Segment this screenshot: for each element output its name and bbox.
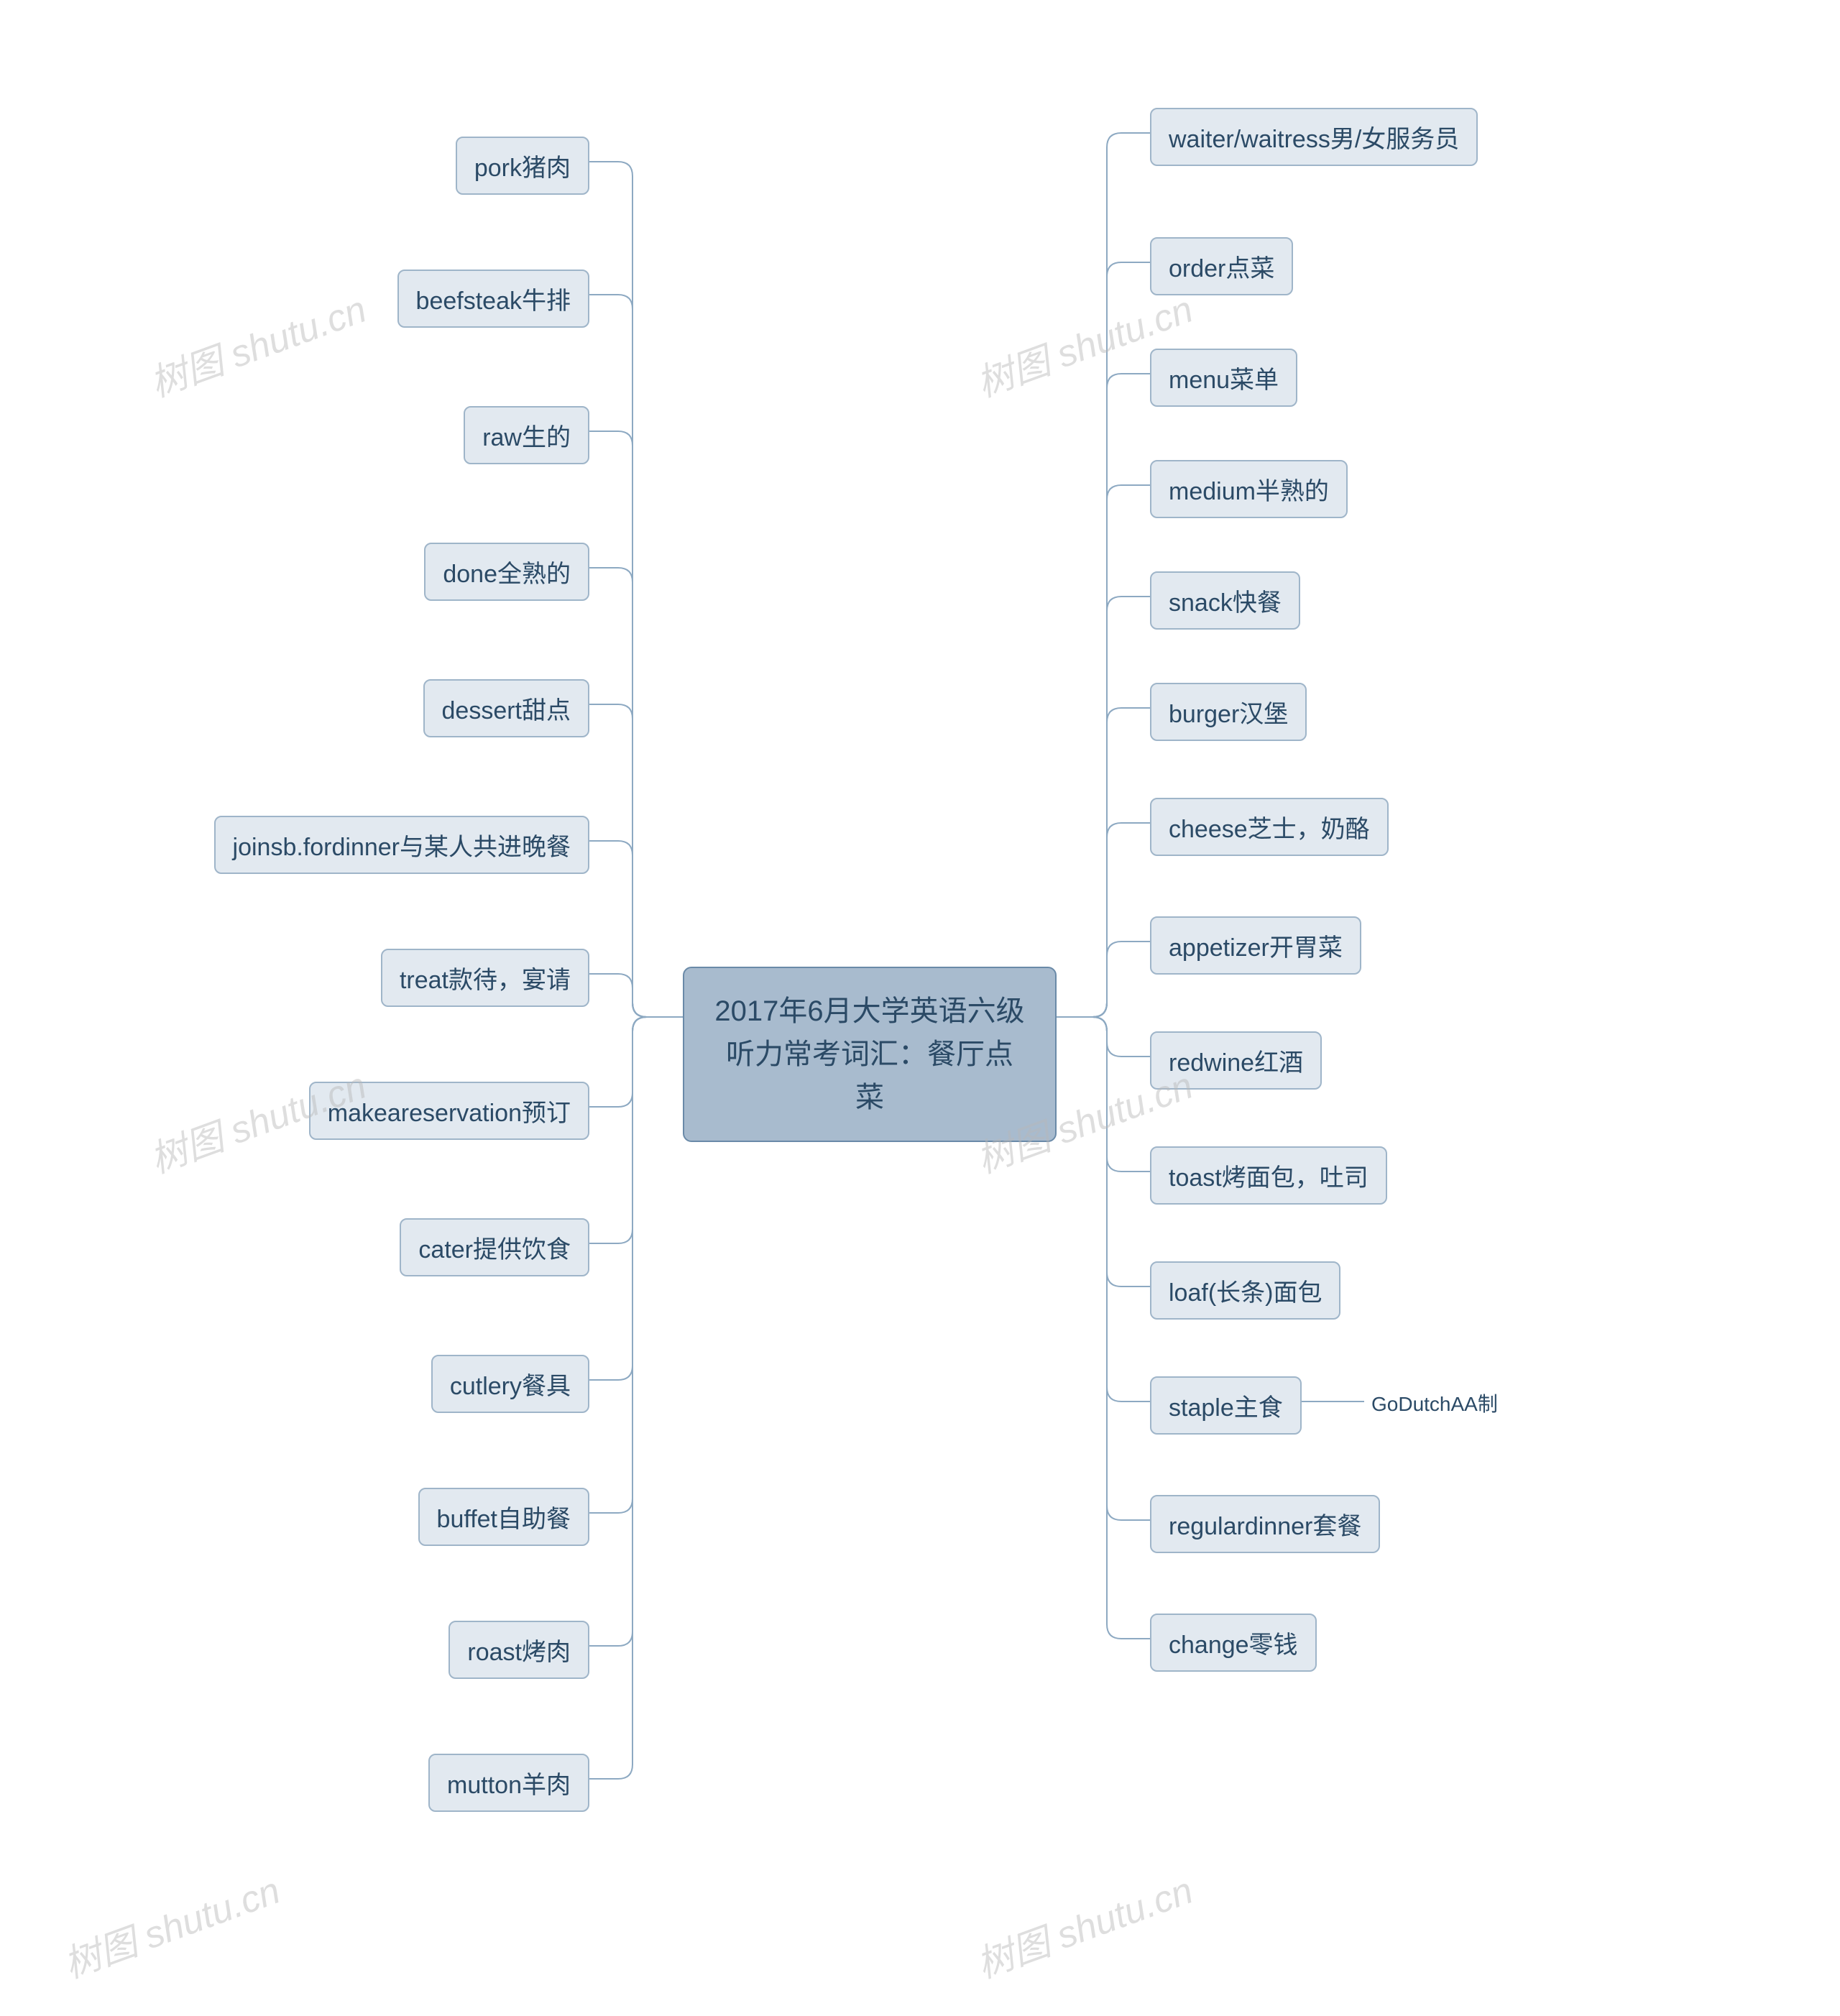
left-branch-node: dessert甜点 [423, 679, 590, 737]
right-branch-node: change零钱 [1150, 1614, 1317, 1672]
left-branch-node: done全熟的 [424, 543, 589, 601]
right-branch-node: order点菜 [1150, 237, 1293, 295]
left-branch-node: treat款待，宴请 [381, 949, 589, 1007]
right-branch-node: cheese芝士，奶酪 [1150, 798, 1389, 856]
root-text-line1: 2017年6月大学英语六级 [713, 990, 1026, 1033]
right-branch-node: medium半熟的 [1150, 460, 1348, 518]
watermark: 树图 shutu.cn [968, 1860, 1200, 1988]
watermark: 树图 shutu.cn [142, 279, 373, 407]
left-branch-node: raw生的 [464, 406, 589, 464]
left-branch-node: beefsteak牛排 [397, 270, 589, 328]
right-branch-node: redwine红酒 [1150, 1031, 1322, 1090]
right-branch-node: snack快餐 [1150, 571, 1300, 630]
left-branch-node: makeareservation预订 [309, 1082, 589, 1140]
right-branch-node: regulardinner套餐 [1150, 1495, 1380, 1553]
root-text-line2: 听力常考词汇：餐厅点菜 [713, 1033, 1026, 1119]
left-branch-node: cutlery餐具 [431, 1355, 589, 1413]
sub-branch-node: GoDutchAA制 [1371, 1389, 1498, 1417]
right-branch-node: burger汉堡 [1150, 683, 1307, 741]
left-branch-node: roast烤肉 [448, 1621, 589, 1679]
left-branch-node: cater提供饮食 [400, 1218, 589, 1276]
right-branch-node: appetizer开胃菜 [1150, 916, 1361, 975]
mindmap-canvas: 2017年6月大学英语六级 听力常考词汇：餐厅点菜 waiter/waitres… [0, 0, 1840, 2016]
root-node: 2017年6月大学英语六级 听力常考词汇：餐厅点菜 [683, 967, 1057, 1142]
right-branch-node: toast烤面包，吐司 [1150, 1146, 1387, 1205]
right-branch-node: waiter/waitress男/女服务员 [1150, 108, 1478, 166]
right-branch-node: loaf(长条)面包 [1150, 1261, 1340, 1320]
left-branch-node: pork猪肉 [456, 137, 589, 195]
right-branch-node: staple主食 [1150, 1376, 1302, 1435]
left-branch-node: mutton羊肉 [428, 1754, 589, 1812]
left-branch-node: joinsb.fordinner与某人共进晚餐 [214, 816, 589, 874]
left-branch-node: buffet自助餐 [418, 1488, 589, 1546]
right-branch-node: menu菜单 [1150, 349, 1297, 407]
watermark: 树图 shutu.cn [55, 1860, 287, 1988]
